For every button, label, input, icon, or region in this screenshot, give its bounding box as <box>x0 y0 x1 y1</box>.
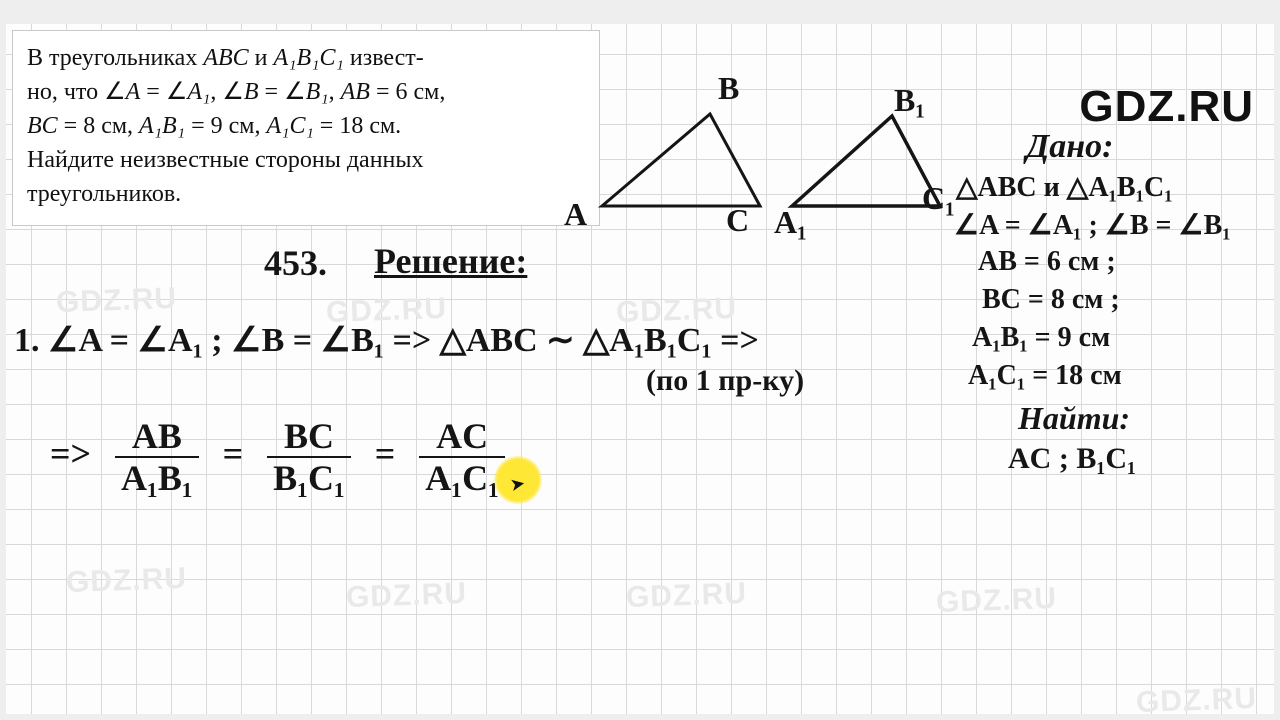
var: A₁B₁ <box>139 113 185 139</box>
fraction-1: AB A₁B₁ <box>115 418 199 496</box>
text: извест- <box>344 45 424 71</box>
watermark: GDZ.RU <box>935 582 1057 620</box>
watermark: GDZ.RU <box>1135 682 1257 720</box>
step-1-note: (по 1 пр-ку) <box>646 364 804 398</box>
text: треугольников. <box>27 181 181 207</box>
equals: = <box>223 433 244 473</box>
fraction-3: AC A₁C₁ <box>419 418 505 496</box>
text: = 18 см. <box>314 113 401 139</box>
denominator: A₁B₁ <box>115 456 199 496</box>
var: ABC <box>203 45 248 71</box>
var: A₁ <box>187 79 210 105</box>
numerator: BC <box>278 418 340 456</box>
var: AB <box>341 79 370 105</box>
watermark: GDZ.RU <box>55 282 177 320</box>
given-line: A₁B₁ = 9 см <box>972 322 1110 354</box>
given-line: △ABC и △A₁B₁C₁ <box>956 170 1173 204</box>
arrow-icon: => <box>50 433 91 473</box>
equals: = <box>375 433 396 473</box>
given-title: Дано: <box>1026 128 1113 166</box>
text: , <box>329 79 341 105</box>
text: В треугольниках <box>27 45 203 71</box>
var: A₁B₁C₁ <box>274 45 344 71</box>
graph-paper: GDZ.RU GDZ.RU GDZ.RU GDZ.RU GDZ.RU GDZ.R… <box>6 24 1274 714</box>
text: = ∠ <box>140 79 187 105</box>
label-A1: A₁ <box>774 204 807 241</box>
given-line: BC = 8 см ; <box>982 284 1120 316</box>
text: но, что ∠ <box>27 79 126 105</box>
text: = ∠ <box>259 79 306 105</box>
step-1: 1. ∠A = ∠A₁ ; ∠B = ∠B₁ => △ABC ∼ △A₁B₁C₁… <box>14 320 759 360</box>
given-line: AB = 6 см ; <box>978 246 1116 278</box>
proportion: => AB A₁B₁ = BC B₁C₁ = AC A₁C₁ <box>50 418 511 496</box>
gdz-logo: GDZ.RU <box>1079 82 1254 132</box>
var: B <box>244 79 259 105</box>
label-A: A <box>564 196 587 233</box>
find-items: AC ; B₁C₁ <box>1008 442 1136 476</box>
var: A₁C₁ <box>266 113 313 139</box>
denominator: A₁C₁ <box>419 456 505 496</box>
numerator: AC <box>430 418 494 456</box>
fraction-2: BC B₁C₁ <box>267 418 351 496</box>
find-title: Найти: <box>1018 400 1130 437</box>
text: = 8 см, <box>58 113 139 139</box>
text: = 9 см, <box>185 113 266 139</box>
label-B: B <box>718 70 739 107</box>
var: BC <box>27 113 58 139</box>
text: = 6 см, <box>370 79 445 105</box>
label-B1: B₁ <box>894 82 925 119</box>
problem-statement: В треугольниках ABC и A₁B₁C₁ извест- но,… <box>12 30 600 226</box>
var: A <box>126 79 141 105</box>
watermark: GDZ.RU <box>65 562 187 600</box>
denominator: B₁C₁ <box>267 456 351 496</box>
text: и <box>249 45 274 71</box>
label-C: C <box>726 202 749 239</box>
watermark: GDZ.RU <box>345 577 467 615</box>
label-C1: C₁ <box>922 180 955 217</box>
numerator: AB <box>126 418 188 456</box>
text: , ∠ <box>210 79 244 105</box>
solution-title: Решение: <box>374 240 527 282</box>
text: Найдите неизвестные стороны данных <box>27 147 424 173</box>
given-line: A₁C₁ = 18 см <box>968 360 1122 392</box>
given-line: ∠A = ∠A₁ ; ∠B = ∠B₁ <box>954 208 1231 242</box>
var: B₁ <box>306 79 329 105</box>
triangle-abc <box>582 106 772 216</box>
watermark: GDZ.RU <box>625 577 747 615</box>
exercise-number: 453. <box>264 242 327 284</box>
